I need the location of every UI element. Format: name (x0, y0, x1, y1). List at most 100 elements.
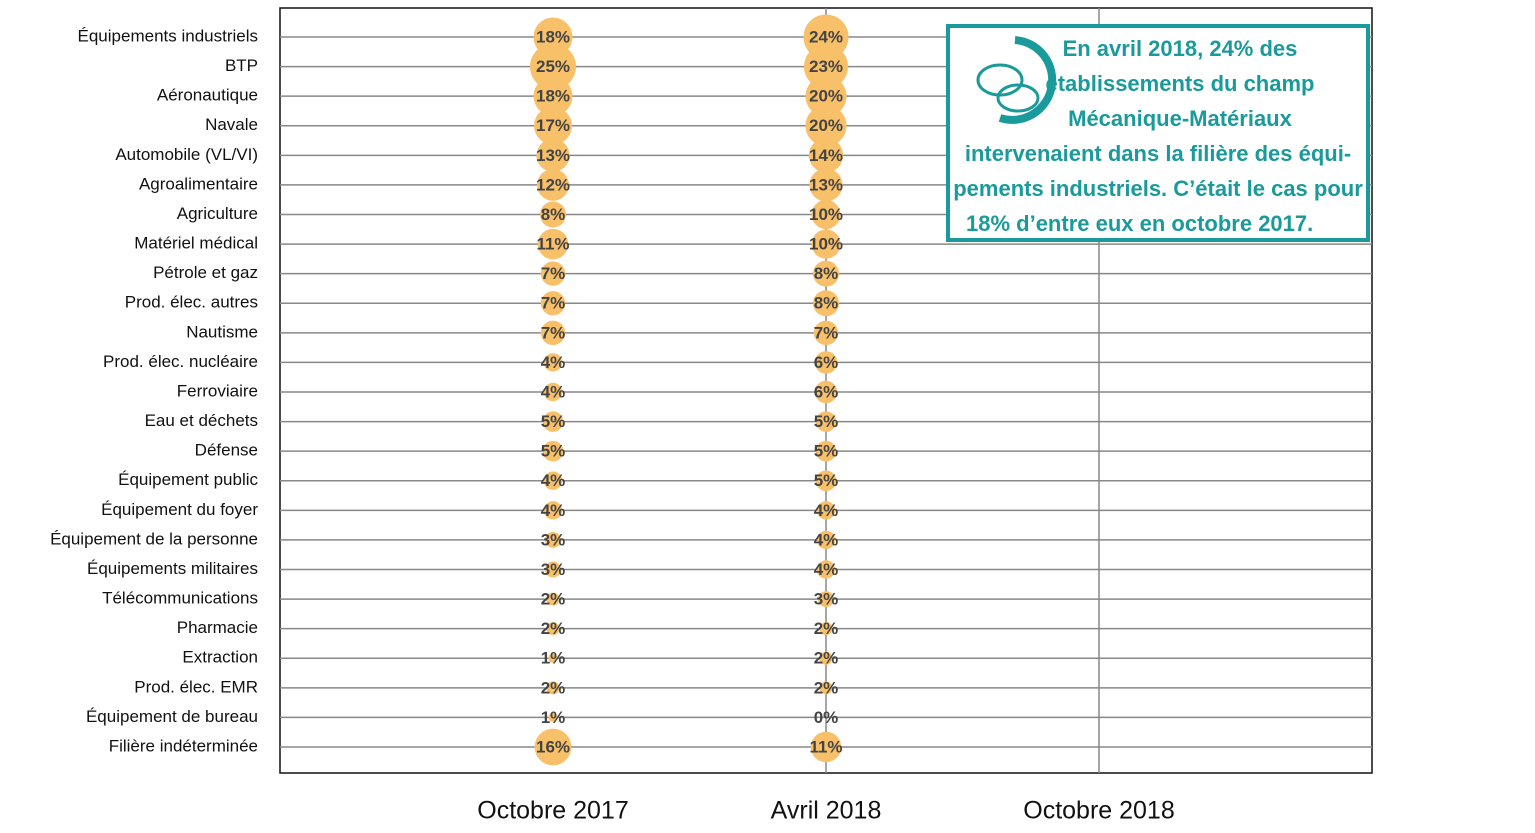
row-label: Navale (205, 115, 258, 134)
value-label: 24% (809, 27, 843, 46)
value-label: 5% (814, 442, 839, 461)
row-label: Agroalimentaire (139, 174, 258, 193)
bubble (809, 168, 843, 202)
value-label: 18% (536, 27, 570, 46)
bubble (543, 501, 563, 520)
bubble (540, 320, 566, 346)
value-label: 10% (809, 205, 843, 224)
annotation-line: pements industriels. C’était le cas pour (953, 176, 1363, 201)
bubble (813, 320, 839, 346)
row-label: Équipements industriels (78, 26, 258, 45)
value-label: 5% (814, 471, 839, 490)
row-label: Prod. élec. nucléaire (103, 352, 258, 371)
value-label: 8% (814, 294, 839, 313)
value-label: 3% (541, 560, 566, 579)
row-label: Filière indéterminée (109, 736, 258, 755)
bubble (819, 651, 833, 665)
row-label: Extraction (182, 648, 258, 667)
value-label: 12% (536, 175, 570, 194)
value-label: 3% (814, 590, 839, 609)
value-label: 4% (814, 501, 839, 520)
bubble (815, 411, 837, 432)
bubble (545, 561, 561, 578)
value-label: 2% (814, 678, 839, 697)
row-label: Agriculture (177, 204, 258, 223)
annotation-line: Mécanique-Matériaux (1068, 106, 1292, 131)
row-label: Équipements militaires (87, 559, 258, 578)
bubble (546, 681, 560, 695)
bubble (546, 592, 560, 606)
value-label: 0% (814, 708, 839, 727)
bubble (530, 43, 576, 90)
bubble (540, 261, 566, 286)
value-label: 18% (536, 87, 570, 106)
row-label: Pharmacie (177, 618, 258, 637)
bubble (543, 353, 563, 372)
row-label: Prod. élec. autres (125, 293, 258, 312)
bubble (819, 681, 833, 695)
bubble (805, 105, 847, 147)
annotation-line: 18% d’entre eux en octobre 2017. (966, 211, 1313, 236)
bubble (819, 622, 833, 636)
bubble (543, 471, 563, 490)
bubble (816, 530, 836, 550)
annotation-box (946, 24, 1370, 242)
row-label: Nautisme (186, 322, 258, 341)
row-label: Automobile (VL/VI) (115, 145, 258, 164)
annotation: En avril 2018, 24% des établissements du … (946, 24, 1370, 242)
value-label: 2% (814, 649, 839, 668)
value-label: 6% (814, 382, 839, 401)
bubble (545, 531, 561, 548)
value-label: 4% (541, 382, 566, 401)
value-label: 8% (814, 264, 839, 283)
row-label: Matériel médical (134, 234, 258, 253)
value-label: 3% (541, 530, 566, 549)
bubble (818, 591, 834, 608)
bubble (812, 260, 840, 287)
value-label: 1% (541, 708, 566, 727)
bubble (808, 138, 844, 173)
value-label: 11% (536, 235, 569, 254)
value-label: 5% (541, 412, 566, 431)
row-label: Équipement public (118, 470, 258, 489)
value-label: 7% (814, 323, 839, 342)
value-label: 1% (541, 649, 566, 668)
row-label: Ferroviaire (177, 381, 258, 400)
bubble (537, 168, 569, 201)
value-label: 4% (814, 530, 839, 549)
value-label: 23% (809, 57, 843, 76)
annotation-icon (976, 36, 1057, 124)
value-label: 4% (541, 353, 566, 372)
value-label: 2% (541, 590, 566, 609)
row-label: Prod. élec. EMR (134, 677, 258, 696)
bubble (815, 470, 837, 492)
row-label: Aéronautique (157, 86, 258, 105)
bubble (810, 731, 842, 763)
column-label: Avril 2018 (771, 797, 882, 825)
icon-bubble (996, 83, 1040, 113)
value-label: 2% (541, 619, 566, 638)
value-label: 7% (541, 323, 566, 342)
value-label: 2% (541, 678, 566, 697)
bubble (542, 411, 564, 432)
bubble (816, 560, 836, 579)
value-label: 20% (809, 116, 843, 135)
bubble (815, 440, 837, 462)
bubble (536, 138, 570, 172)
value-label: 10% (809, 235, 843, 254)
value-label: 13% (536, 146, 570, 165)
bubble (803, 44, 849, 89)
bubble (548, 712, 558, 723)
value-label: 11% (809, 737, 842, 756)
bubble (540, 291, 566, 316)
bubble (533, 76, 573, 116)
value-label: 4% (541, 471, 566, 490)
value-label: 14% (809, 146, 843, 165)
bubble (805, 75, 847, 117)
bubble (812, 290, 840, 317)
row-label: Équipement du foyer (101, 500, 258, 519)
row-label: Télécommunications (102, 589, 258, 608)
bubble (542, 440, 564, 462)
value-label: 2% (814, 619, 839, 638)
